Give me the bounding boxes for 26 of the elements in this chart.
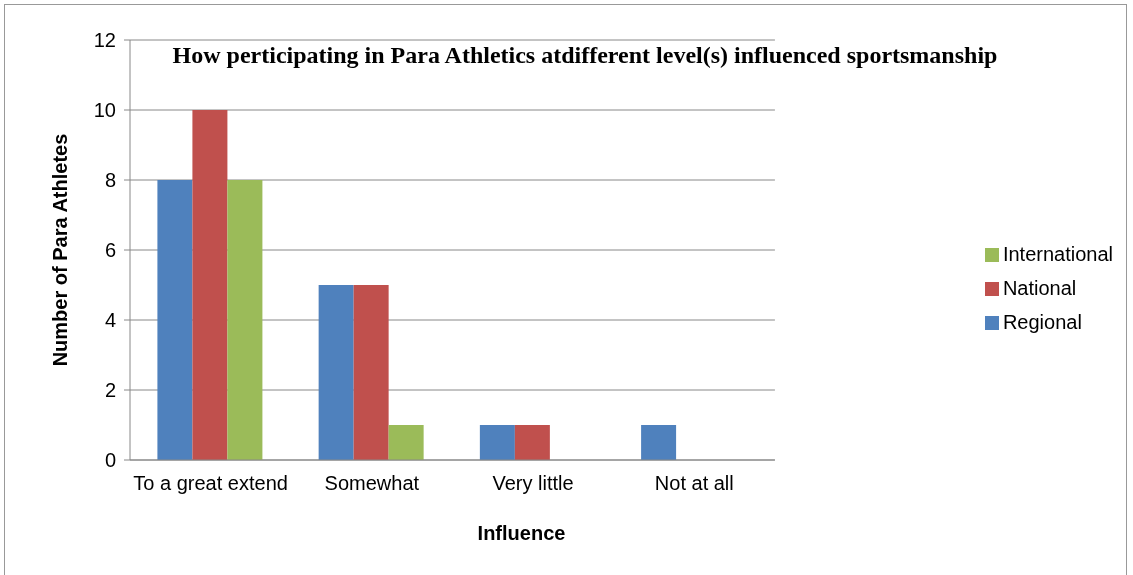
bar (318, 285, 354, 460)
bar (479, 425, 515, 460)
x-tick-label: To a great extend (133, 472, 288, 495)
legend-label: Regional (1002, 310, 1082, 333)
bar (514, 425, 550, 460)
y-tick-label: 0 (104, 449, 116, 472)
legend-label: National (1002, 276, 1077, 299)
bar (388, 425, 424, 460)
chart-title: How perticipating in Para Athletics atdifferent level(s) influenced sportsmanship (171, 41, 999, 70)
legend-label: International (1002, 242, 1113, 265)
y-tick-label: 4 (104, 309, 116, 332)
x-tick-label: Somewhat (324, 472, 420, 495)
bar (227, 180, 263, 460)
y-tick-label: 2 (104, 379, 116, 402)
y-tick-label: 6 (104, 239, 116, 262)
bar (641, 425, 677, 460)
y-axis-title: Number of Para Athletes (48, 133, 72, 367)
bar (353, 285, 389, 460)
x-tick-label: Not at all (654, 472, 734, 495)
x-axis-title: Influence (476, 522, 567, 545)
bar (157, 180, 193, 460)
y-tick-label: 8 (104, 169, 116, 192)
bar (192, 110, 228, 460)
y-tick-label: 12 (93, 29, 116, 52)
y-tick-label: 10 (93, 99, 116, 122)
x-tick-label: Very little (492, 472, 574, 495)
